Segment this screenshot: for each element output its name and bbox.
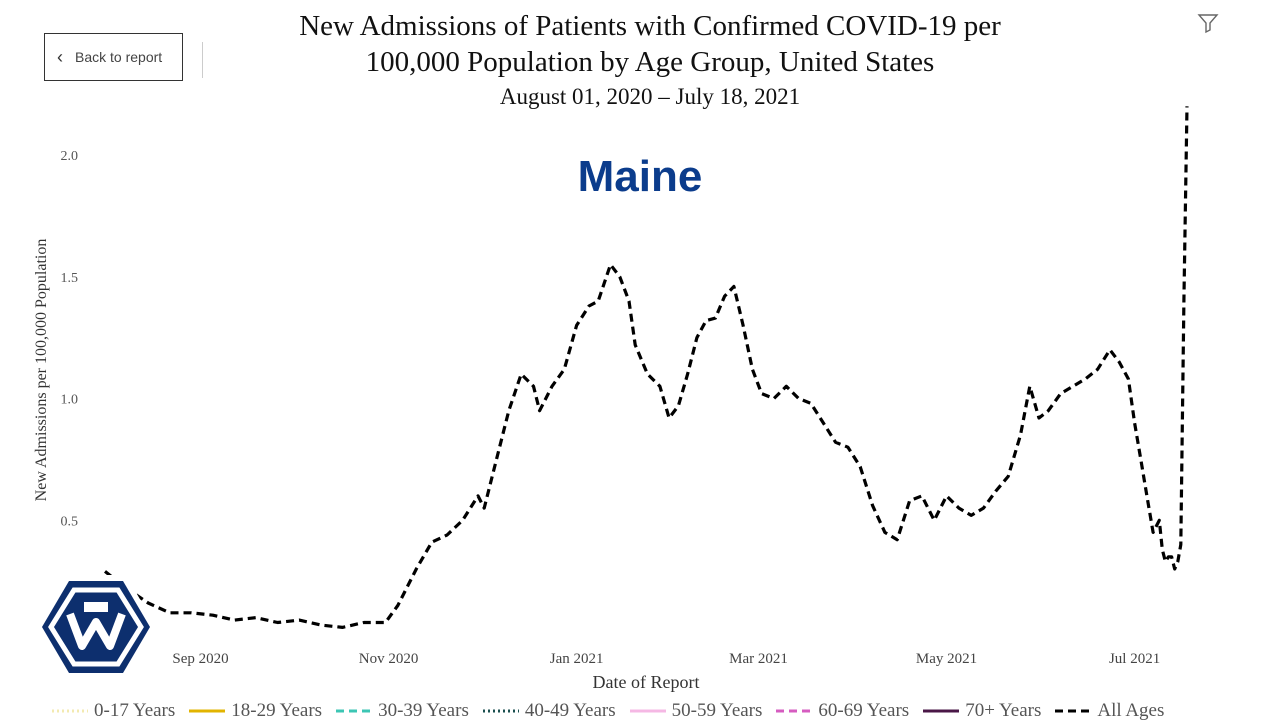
chart-title-line2: 100,000 Population by Age Group, United … bbox=[365, 46, 935, 78]
legend-label: 0-17 Years bbox=[94, 700, 176, 721]
legend-label: 60-69 Years bbox=[818, 700, 910, 721]
legend-label: 50-59 Years bbox=[671, 700, 763, 721]
legend-item[interactable]: 60-69 Years bbox=[776, 700, 909, 722]
legend-item[interactable]: 40-49 Years bbox=[482, 700, 616, 722]
chart-title-line1: New Admissions of Patients with Confirme… bbox=[299, 10, 1001, 42]
legend-label: All Ages bbox=[1097, 700, 1165, 721]
header-divider bbox=[202, 42, 203, 78]
x-tick-label: Sep 2020 bbox=[172, 651, 228, 667]
legend-label: 70+ Years bbox=[965, 700, 1042, 721]
x-tick-label: Jul 2021 bbox=[1109, 651, 1160, 667]
chart-subtitle: August 01, 2020 – July 18, 2021 bbox=[499, 84, 801, 109]
legend-label: 40-49 Years bbox=[524, 700, 616, 721]
legend-label: 30-39 Years bbox=[378, 700, 469, 721]
y-tick-label: 1.5 bbox=[61, 271, 79, 286]
y-tick-label: 2.0 bbox=[61, 149, 79, 164]
state-name: Maine bbox=[577, 152, 703, 201]
legend-swatch bbox=[1055, 709, 1092, 713]
y-axis-ticks: 0.5 1.0 1.5 2.0 bbox=[61, 149, 79, 529]
back-to-report-button[interactable]: ‹ Back to report bbox=[44, 33, 183, 81]
filter-icon[interactable] bbox=[1197, 12, 1219, 34]
legend-item[interactable]: 70+ Years bbox=[923, 700, 1041, 722]
y-tick-label: 1.0 bbox=[61, 393, 79, 408]
legend-item[interactable]: 30-39 Years bbox=[336, 700, 469, 722]
x-tick-label: May 2021 bbox=[916, 651, 977, 667]
legend: 0-17 Years 18-29 Years 30-39 Years 40-49 Ye… bbox=[52, 700, 1178, 722]
y-axis-label: New Admissions per 100,000 Population bbox=[33, 239, 50, 502]
chevron-left-icon: ‹ bbox=[57, 46, 63, 67]
legend-item[interactable]: All Ages bbox=[1055, 700, 1164, 722]
x-tick-label: Mar 2021 bbox=[729, 651, 788, 667]
legend-swatch bbox=[482, 709, 519, 713]
x-tick-label: Jan 2021 bbox=[550, 651, 604, 667]
legend-swatch bbox=[52, 709, 88, 713]
hexagon-logo-icon bbox=[36, 575, 156, 679]
legend-item[interactable]: 50-59 Years bbox=[629, 700, 763, 722]
legend-swatch bbox=[336, 709, 373, 713]
series-line-all-ages bbox=[104, 106, 1189, 629]
legend-item[interactable]: 0-17 Years bbox=[52, 700, 175, 722]
x-axis-label: Date of Report bbox=[593, 672, 700, 692]
legend-item[interactable]: 18-29 Years bbox=[189, 700, 322, 722]
x-tick-label: Nov 2020 bbox=[359, 651, 419, 667]
series-lines bbox=[104, 106, 1189, 629]
y-tick-label: 0.5 bbox=[61, 514, 79, 529]
legend-swatch bbox=[776, 709, 813, 713]
legend-swatch bbox=[189, 709, 226, 713]
legend-swatch bbox=[923, 709, 960, 713]
x-axis-ticks: Sep 2020 Nov 2020 Jan 2021 Mar 2021 May 2021… bbox=[172, 651, 1160, 667]
legend-swatch bbox=[629, 709, 666, 713]
back-to-report-label: Back to report bbox=[75, 49, 163, 65]
legend-label: 18-29 Years bbox=[231, 700, 323, 721]
